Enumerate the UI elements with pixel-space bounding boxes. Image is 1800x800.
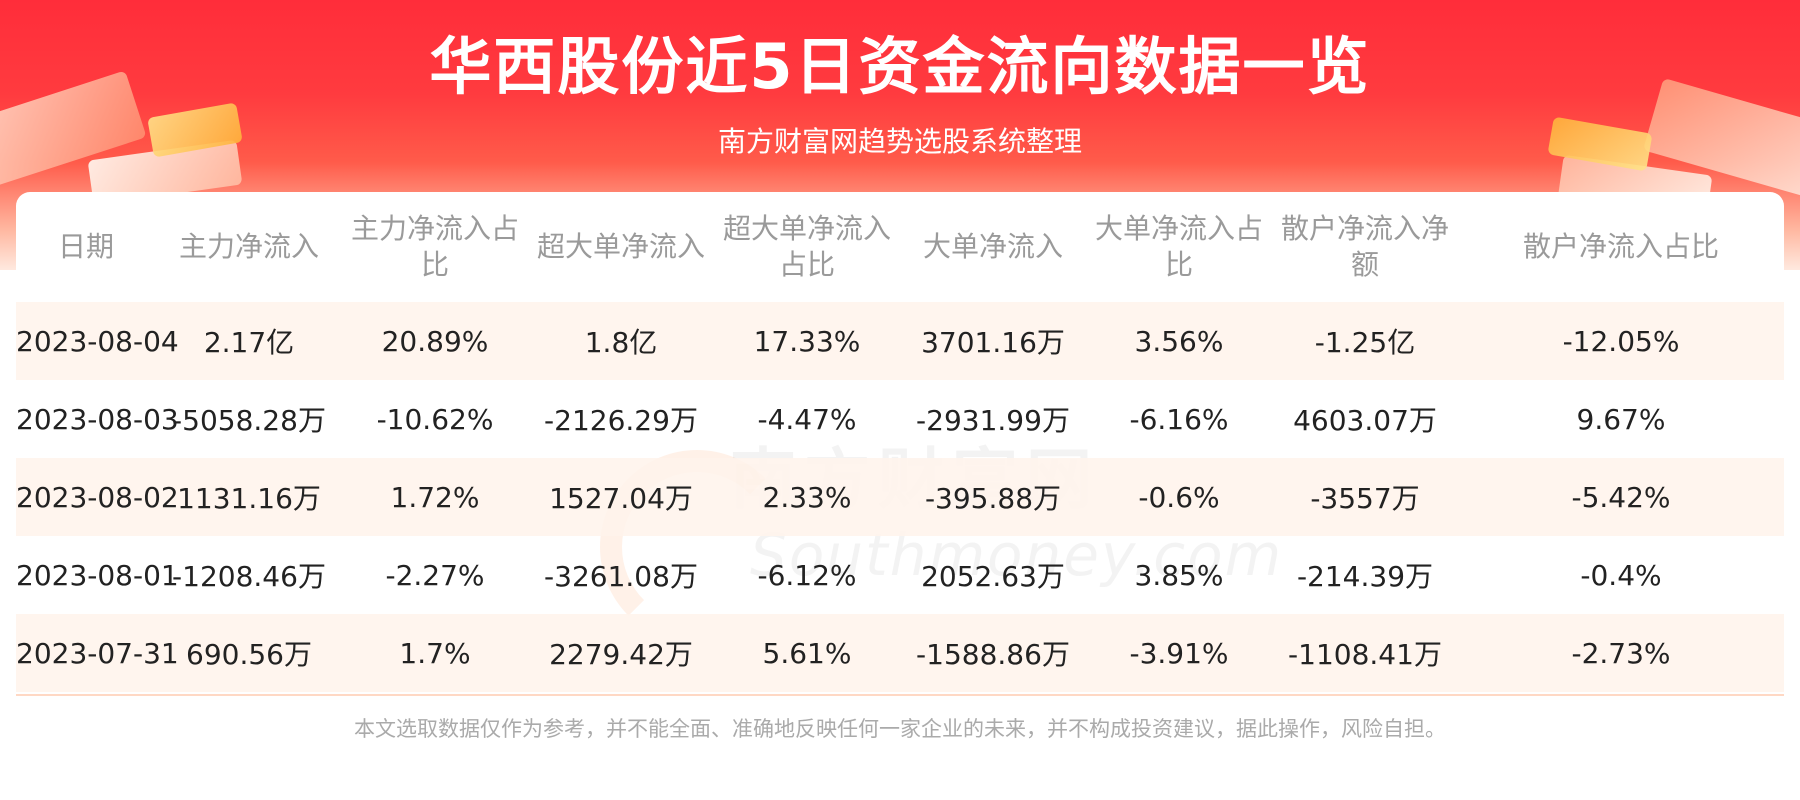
cell-value: -1588.86万 — [900, 614, 1086, 692]
cell-value: -0.4% — [1580, 558, 1662, 592]
cell-value: 2.33% — [714, 458, 900, 536]
cell-value: 3.56% — [1086, 302, 1272, 380]
cell-value: -1108.41万 — [1272, 614, 1458, 692]
column-header: 主力净流入占比 — [350, 212, 519, 281]
cell-value: -12.05% — [1458, 302, 1784, 380]
cell-date: 2023-08-01 — [16, 558, 179, 592]
cell-value: -10.62% — [376, 402, 494, 436]
cell-value: 1527.04万 — [528, 458, 714, 536]
cell-value: -214.39万 — [1296, 560, 1434, 593]
cell-value: 3701.16万 — [900, 302, 1086, 380]
table-row: 2023-08-03 -5058.28万 -10.62% -2126.29万 -… — [16, 380, 1784, 458]
cell-value: -6.12% — [757, 558, 857, 592]
disclaimer-text: 本文选取数据仅作为参考，并不能全面、准确地反映任何一家企业的未来，并不构成投资建… — [354, 717, 1446, 741]
column-header: 主力净流入 — [178, 230, 319, 263]
column-header: 超大单净流入 — [536, 230, 705, 263]
cell-value: 1.7% — [342, 614, 528, 692]
cell-value: -5.42% — [1458, 458, 1784, 536]
cell-value: -2126.29万 — [544, 404, 698, 437]
cell-value: 2.17亿 — [156, 302, 342, 380]
cell-date: 2023-08-02 — [16, 458, 179, 536]
cell-value: -3557万 — [1272, 458, 1458, 536]
page-title: 华西股份近5日资金流向数据一览 — [429, 30, 1371, 103]
cell-value: 690.56万 — [156, 614, 342, 692]
column-header: 散户净流入净额 — [1280, 212, 1449, 281]
cell-value: 9.67% — [1576, 402, 1666, 436]
column-header: 日期 — [57, 230, 114, 263]
cell-value: 2279.42万 — [528, 614, 714, 692]
table-row: 2023-08-01 -1208.46万 -2.27% -3261.08万 -6… — [16, 536, 1784, 614]
cell-value: -2.27% — [385, 558, 485, 592]
cell-value: 4603.07万 — [1293, 404, 1437, 437]
cell-value: -3.91% — [1086, 614, 1272, 692]
column-header: 超大单净流入占比 — [722, 212, 891, 281]
cell-value: 1.72% — [342, 458, 528, 536]
cell-value: 2052.63万 — [921, 560, 1065, 593]
table-header-row: 日期 主力净流入 主力净流入占比 超大单净流入 超大单净流入占比 大单净流入 大… — [16, 192, 1784, 302]
cell-value: -4.47% — [757, 402, 857, 436]
cell-value: -395.88万 — [900, 458, 1086, 536]
cell-value: -5058.28万 — [172, 404, 326, 437]
cell-value: 17.33% — [714, 302, 900, 380]
table-row: 2023-08-04 2.17亿 20.89% 1.8亿 17.33% 3701… — [16, 302, 1784, 380]
page-subtitle: 南方财富网趋势选股系统整理 — [717, 125, 1082, 158]
cell-date: 2023-08-03 — [16, 402, 179, 436]
cell-value: -1208.46万 — [172, 560, 326, 593]
cell-value: 5.61% — [714, 614, 900, 692]
column-header: 散户净流入占比 — [1522, 230, 1719, 263]
cell-value: -2931.99万 — [916, 404, 1070, 437]
cell-value: 20.89% — [342, 302, 528, 380]
cell-value: 1.8亿 — [528, 302, 714, 380]
cell-date: 2023-08-04 — [16, 302, 179, 380]
cell-value: -3261.08万 — [544, 560, 698, 593]
footer-divider — [16, 694, 1784, 696]
cell-value: 1131.16万 — [156, 458, 342, 536]
cell-value: -0.6% — [1086, 458, 1272, 536]
cell-value: 3.85% — [1134, 558, 1224, 592]
cell-value: -1.25亿 — [1272, 302, 1458, 380]
column-header: 大单净流入占比 — [1094, 212, 1263, 281]
cell-value: -2.73% — [1458, 614, 1784, 692]
table-row: 2023-08-02 1131.16万 1.72% 1527.04万 2.33%… — [16, 458, 1784, 536]
fund-flow-table: 日期 主力净流入 主力净流入占比 超大单净流入 超大单净流入占比 大单净流入 大… — [16, 192, 1784, 692]
column-header: 大单净流入 — [922, 230, 1063, 263]
cell-date: 2023-07-31 — [16, 614, 179, 692]
table-row: 2023-07-31 690.56万 1.7% 2279.42万 5.61% -… — [16, 614, 1784, 692]
cell-value: -6.16% — [1129, 402, 1229, 436]
